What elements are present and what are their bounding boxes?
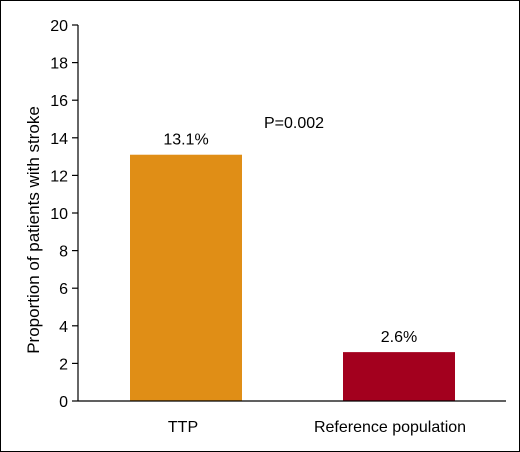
y-tick-label: 2: [59, 356, 68, 373]
bar-reference-population: [343, 352, 455, 401]
y-tick-label: 18: [50, 56, 68, 73]
data-label: 13.1%: [163, 132, 208, 149]
y-tick-label: 4: [59, 319, 68, 336]
bars: [130, 154, 455, 401]
y-tick-label: 14: [50, 131, 68, 148]
y-tick-label: 6: [59, 281, 68, 298]
y-tick-label: 12: [50, 168, 68, 185]
y-tick-label: 8: [59, 244, 68, 261]
y-ticks: 0 2 4 6 8 10 12 14 16 18 20: [50, 18, 78, 411]
x-category-label: Reference population: [314, 419, 466, 436]
bar-ttp: [130, 154, 242, 401]
y-tick-label: 10: [50, 206, 68, 223]
bar-labels: 13.1% TTP 2.6% Reference population: [163, 132, 466, 436]
y-axis-title: Proportion of patients with stroke: [24, 106, 43, 354]
y-tick-label: 16: [50, 93, 68, 110]
data-label: 2.6%: [381, 329, 417, 346]
x-category-label: TTP: [168, 419, 198, 436]
y-tick-label: 20: [50, 18, 68, 35]
p-value-annotation: P=0.002: [264, 115, 324, 132]
y-tick-label: 0: [59, 394, 68, 411]
